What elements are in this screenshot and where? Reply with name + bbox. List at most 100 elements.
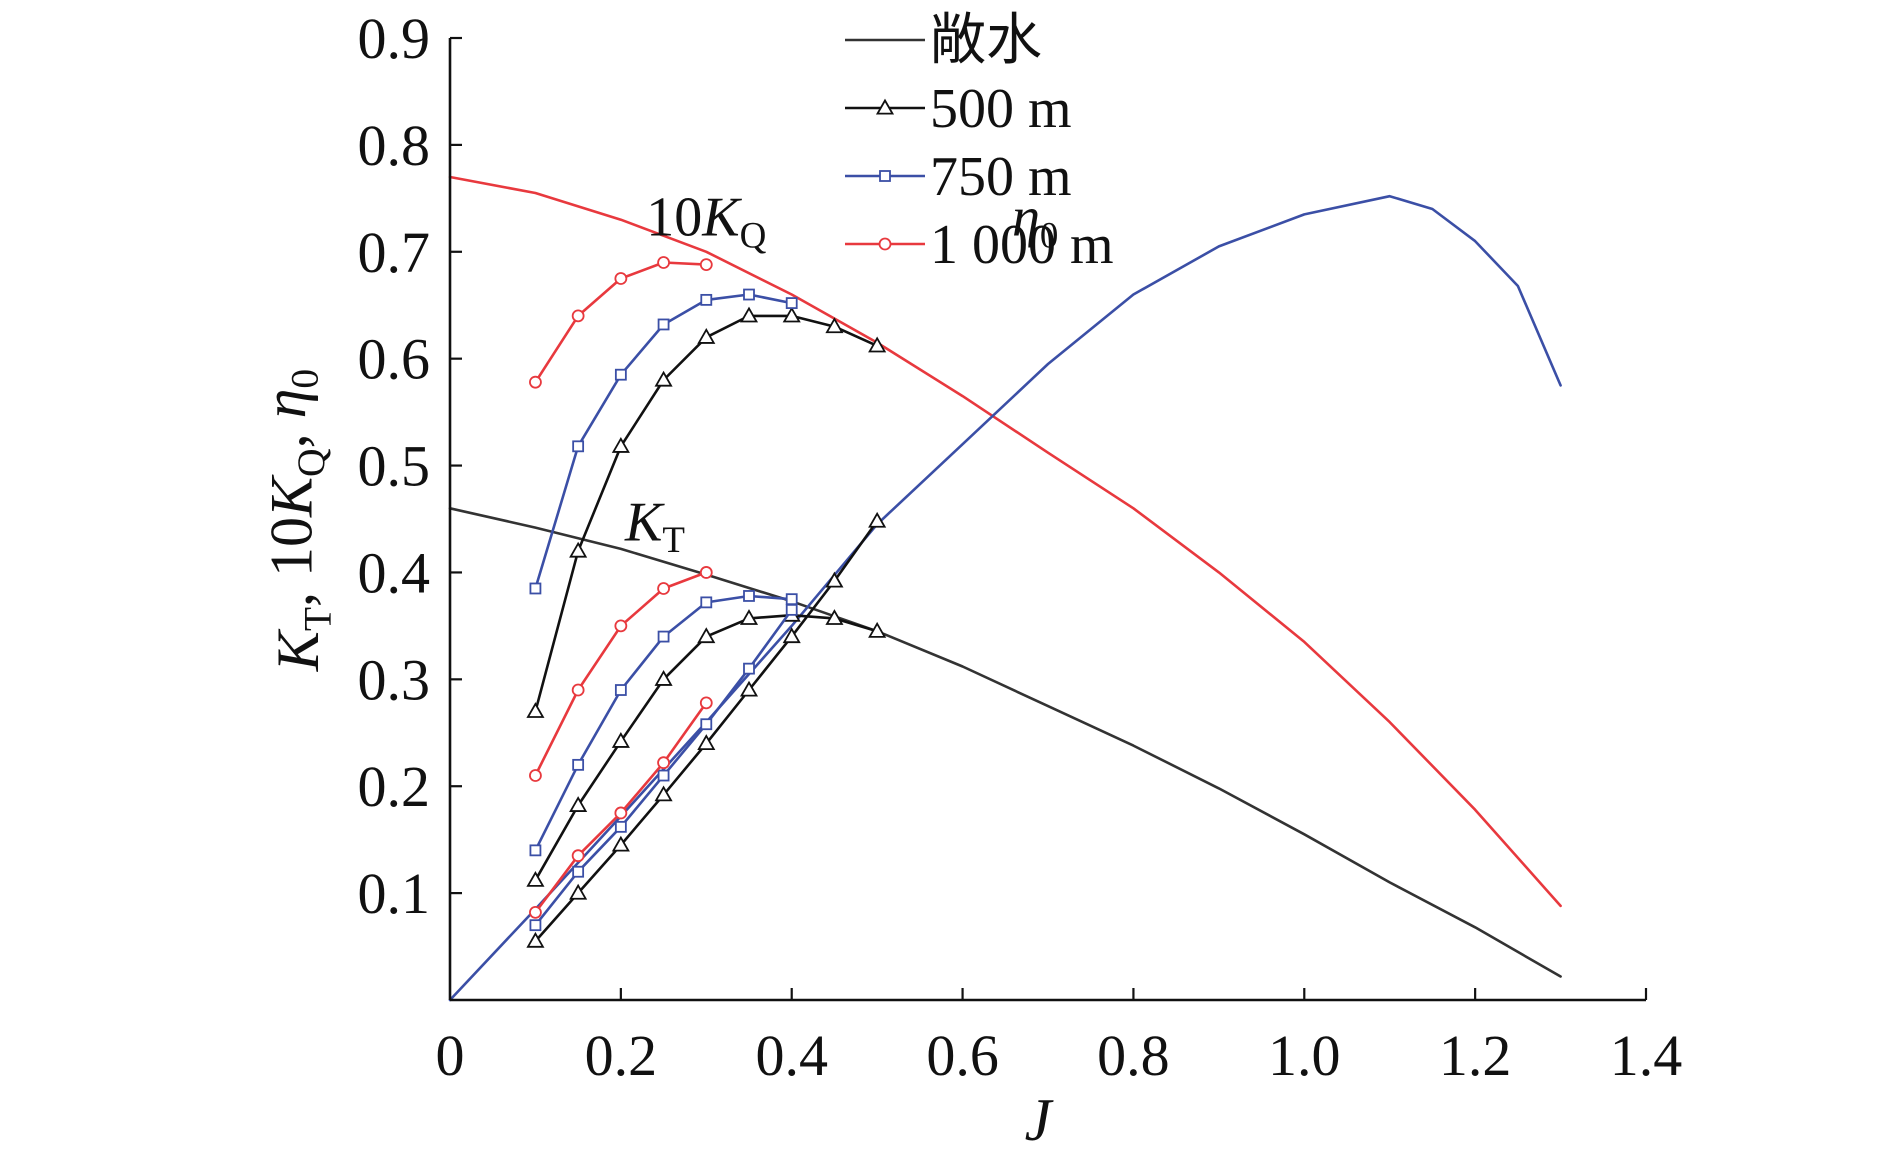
data-point-marker	[825, 609, 844, 625]
legend-swatch-marker	[875, 98, 895, 115]
data-point-marker	[529, 375, 542, 389]
data-point-marker	[785, 593, 798, 606]
data-point-marker	[614, 806, 628, 820]
data-point-marker	[700, 718, 713, 731]
y-tick-label: 0.7	[358, 220, 431, 285]
y-tick-label: 0.1	[358, 861, 431, 926]
legend-label: 500 m	[930, 78, 1072, 140]
y-tick-label: 0.9	[358, 6, 431, 71]
data-point-marker	[657, 769, 670, 782]
y-tick-label: 0.5	[358, 434, 431, 499]
series-open-group	[448, 194, 1562, 1002]
data-point-marker	[657, 582, 670, 595]
data-point-marker	[526, 702, 545, 718]
legend-item-none-0: 敞水	[845, 10, 1042, 72]
legend-swatch-marker	[878, 237, 892, 251]
curve-label-kq: 10KQ	[646, 187, 766, 256]
x-tick-label: 0.8	[1097, 1023, 1170, 1088]
x-tick-label: 0.4	[755, 1023, 828, 1088]
y-tick-label: 0.2	[358, 754, 431, 819]
data-point-marker	[697, 327, 716, 344]
data-point-marker	[657, 630, 670, 643]
data-point-marker	[529, 769, 542, 782]
data-point-marker	[569, 883, 588, 900]
curve-label-eta: η0	[1012, 187, 1058, 256]
series-500-group	[526, 306, 887, 718]
data-point-marker	[654, 785, 673, 802]
x-tick-label: 1.4	[1610, 1023, 1683, 1088]
legend-item-triangle-1: 500 m	[845, 78, 1072, 140]
data-point-marker	[654, 670, 673, 686]
data-point-marker	[699, 258, 713, 272]
data-point-marker	[571, 309, 585, 323]
data-point-marker	[611, 437, 630, 453]
series-line-open	[448, 194, 1562, 1002]
axis-layer: 0 0.2 0.4 0.6 0.8 1.0 1.2 1.4 0.1 0.2 0.3 0.4 0.5 0.6…	[252, 6, 1682, 1153]
x-axis-title: J	[1025, 1087, 1054, 1153]
data-point-marker	[526, 931, 545, 948]
data-point-marker	[782, 306, 801, 323]
x-tick-label: 1.0	[1268, 1023, 1341, 1088]
legend-label: 敞水	[930, 10, 1042, 72]
y-tick-label: 0.3	[358, 647, 431, 712]
legend-label: 750 m	[930, 146, 1072, 208]
data-point-marker	[657, 256, 670, 269]
series-line-open	[448, 506, 1562, 978]
data-point-marker	[611, 732, 630, 748]
series-750-group	[529, 590, 798, 857]
data-point-marker	[743, 662, 755, 675]
data-point-marker	[611, 835, 630, 852]
series-750-group	[529, 603, 798, 932]
data-point-marker	[782, 627, 801, 644]
data-point-marker	[743, 590, 755, 602]
data-point-marker	[657, 318, 670, 331]
series-500-group	[526, 605, 887, 887]
y-tick-label: 0.4	[358, 540, 431, 605]
data-point-marker	[868, 511, 887, 528]
series-open-group	[448, 506, 1562, 978]
curve-label-kt: KT	[624, 491, 685, 560]
data-point-marker	[614, 368, 627, 381]
data-point-marker	[785, 297, 798, 309]
data-point-marker	[739, 306, 759, 323]
series-line-open	[448, 175, 1562, 908]
data-point-marker	[739, 609, 759, 625]
data-point-marker	[614, 684, 627, 696]
data-point-marker	[699, 566, 713, 579]
x-tick-label: 0	[436, 1023, 465, 1088]
data-point-marker	[572, 440, 585, 453]
data-point-marker	[868, 336, 887, 353]
data-point-marker	[526, 870, 545, 887]
data-point-marker	[785, 603, 798, 616]
data-point-marker	[739, 680, 759, 697]
series-750-group	[529, 288, 798, 595]
y-tick-label: 0.6	[358, 327, 431, 392]
series-open-group	[448, 175, 1562, 908]
x-tick-label: 0.6	[926, 1023, 999, 1088]
data-point-marker	[572, 758, 585, 771]
data-point-marker	[529, 844, 542, 857]
data-point-marker	[614, 619, 628, 633]
data-point-marker	[700, 293, 713, 306]
data-point-marker	[571, 683, 585, 697]
series-1000-group	[529, 566, 713, 782]
y-axis-title-part: K	[265, 628, 331, 672]
data-point-marker	[529, 582, 542, 595]
data-point-marker	[743, 288, 755, 301]
y-axis-title-part: η	[252, 389, 318, 419]
legend-item-square-2: 750 m	[845, 146, 1072, 208]
y-axis-title-part: K	[258, 474, 324, 518]
data-point-marker	[569, 796, 588, 812]
data-point-marker	[614, 272, 628, 285]
data-point-marker	[825, 317, 844, 334]
data-point-marker	[825, 571, 844, 588]
x-tick-label: 0.2	[585, 1023, 658, 1088]
y-axis-title-part: T	[296, 607, 340, 631]
annotation-layer: 10KQ KT η0	[624, 187, 1058, 560]
curve-label-kt-part: K	[624, 491, 665, 553]
data-point-marker	[868, 621, 887, 638]
series-line-500	[534, 314, 879, 713]
x-tick-label: 1.2	[1439, 1023, 1512, 1088]
